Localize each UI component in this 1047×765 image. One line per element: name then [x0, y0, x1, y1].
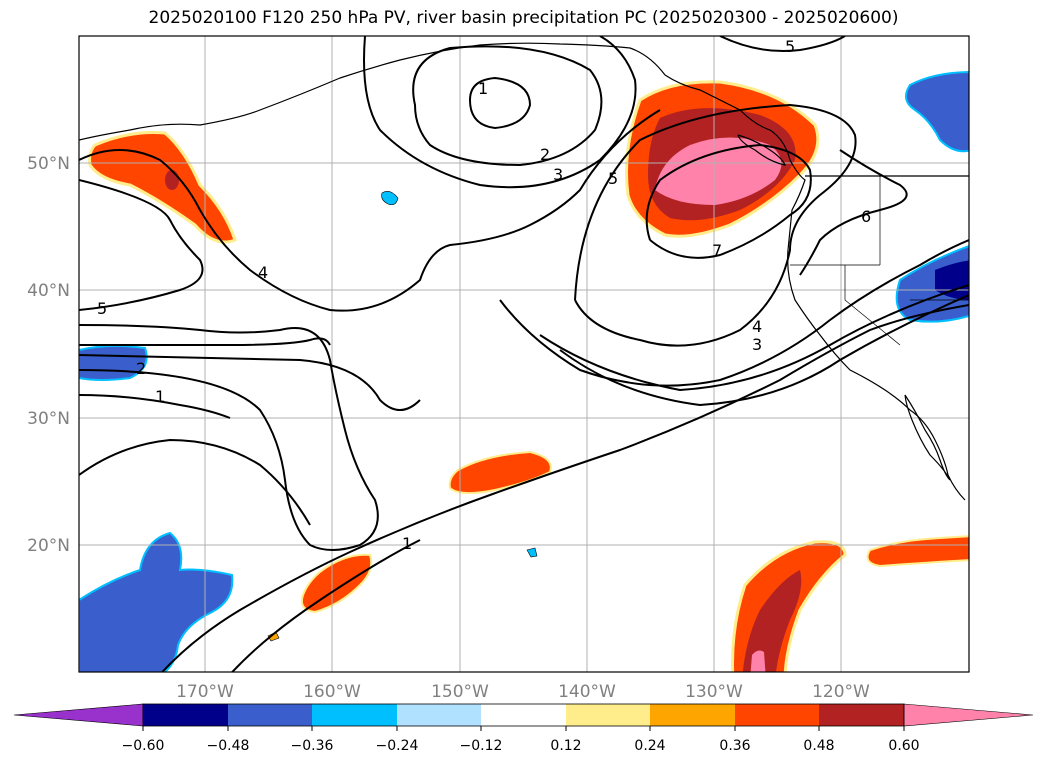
colorbar-bin-3	[312, 704, 397, 726]
pv-label: 5	[97, 299, 107, 318]
baja-california	[904, 394, 951, 481]
pv-label: 2	[540, 145, 550, 164]
sw-pacific-negative	[79, 531, 234, 672]
pv-label: 3	[752, 335, 762, 354]
colorbar-tick-label: 0.60	[888, 738, 919, 754]
central-pacific-anomaly	[448, 450, 552, 494]
map-gridlines	[79, 36, 969, 672]
nw-pacific-core	[165, 170, 179, 190]
pv-label: 1	[402, 534, 412, 553]
colorbar-tick-label: −0.48	[207, 738, 250, 754]
pv-label: 5	[785, 37, 795, 56]
pv-label: 6	[861, 207, 871, 226]
colorbar-bin-4	[397, 704, 481, 726]
lat-label-30n: 30°N	[27, 409, 70, 429]
lat-label-20n: 20°N	[27, 536, 70, 556]
pv-contours	[79, 36, 969, 672]
east-pacific-peak	[750, 650, 766, 672]
state-borders	[790, 176, 969, 346]
precipitation-shading	[79, 71, 969, 672]
east-pacific-core	[742, 570, 802, 672]
mexico-anomaly	[866, 535, 969, 568]
pv-label: 5	[608, 169, 618, 188]
lon-label-140w: 140°W	[558, 682, 616, 702]
map-frame	[78, 35, 970, 673]
colorbar-bin-7	[650, 704, 735, 726]
colorbar-tick-label: 0.12	[550, 738, 581, 754]
pv-label: 1	[478, 79, 488, 98]
colorbar-tick-label: 0.24	[634, 738, 665, 754]
pv-label: 4	[752, 317, 762, 336]
hawaii-anomaly	[300, 553, 373, 614]
longitude-labels: 170°W 160°W 150°W 140°W 130°W 120°W	[176, 682, 870, 702]
pv-label: 2	[136, 359, 146, 378]
lat-label-50n: 50°N	[27, 154, 70, 174]
coastlines	[79, 42, 969, 501]
colorbar-max-extend	[903, 703, 1034, 727]
lon-label-170w: 170°W	[176, 682, 234, 702]
pv-label: 4	[258, 263, 268, 282]
colorbar-frame	[142, 703, 905, 727]
colorbar-bin-1	[143, 704, 228, 726]
lat-label-40n: 40°N	[27, 281, 70, 301]
lon-label-150w: 150°W	[431, 682, 489, 702]
colorbar-tick-label: 0.48	[803, 738, 834, 754]
colorbar-bin-5	[481, 704, 566, 726]
colorbar-bin-2	[228, 704, 312, 726]
colorbar-bin-8	[735, 704, 819, 726]
latitude-labels: 50°N 40°N 30°N 20°N	[27, 154, 70, 556]
colorbar-tick-label: −0.36	[291, 738, 334, 754]
colorbar-tick-label: −0.60	[122, 738, 165, 754]
alaska-coast	[79, 42, 666, 141]
pnw-anomaly-core	[655, 137, 782, 205]
pv-label: 3	[553, 165, 563, 184]
lon-label-120w: 120°W	[812, 682, 870, 702]
colorbar-bin-6	[566, 704, 650, 726]
nw-pacific-anomaly	[88, 131, 237, 244]
map-title: 2025020100 F120 250 hPa PV, river basin …	[148, 8, 899, 28]
colorbar-tick-label: 0.36	[719, 738, 750, 754]
lon-label-160w: 160°W	[303, 682, 361, 702]
colorbar-tick-label: −0.24	[376, 738, 419, 754]
colorbar-min-extend	[13, 703, 144, 727]
colorbar: −0.60 −0.48 −0.36 −0.24 −0.12 0.12 0.24 …	[13, 703, 1034, 754]
pv-label: 7	[712, 241, 722, 260]
north-america-coast	[664, 74, 966, 501]
pv-label-group: 1 2 3 5 5 4 6 7 5 2 1 4 3 1	[97, 37, 871, 553]
alaska-panhandle-negative	[905, 71, 969, 153]
lon-label-130w: 130°W	[685, 682, 743, 702]
colorbar-bin-9	[819, 704, 904, 726]
colorbar-tick-label: −0.12	[460, 738, 503, 754]
pv-label: 1	[155, 387, 165, 406]
